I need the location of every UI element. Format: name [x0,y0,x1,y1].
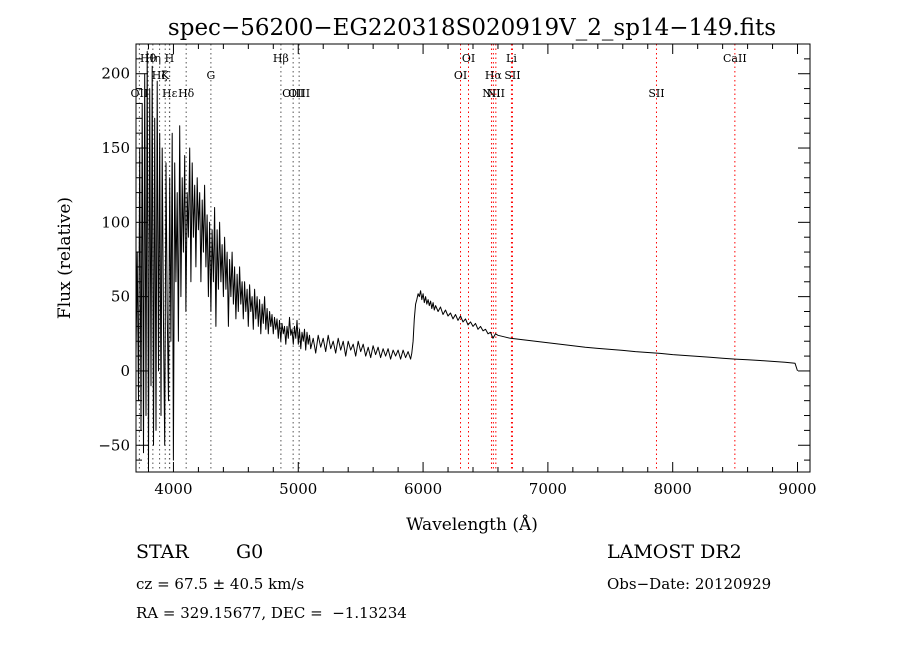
x-tick-label: 8000 [654,480,692,498]
marker-label: Hζ [152,69,168,82]
marker-label: G [206,69,215,82]
marker-label: H [165,52,175,65]
marker-label: NII [487,87,505,100]
marker-label: Hθ [140,52,157,65]
y-tick-label: 100 [101,213,130,231]
spectrum-line [136,50,798,468]
marker-label: OII [131,87,149,100]
marker-label: Li [506,52,517,65]
x-axis-label: Wavelength (Å) [406,514,538,535]
marker-label: Hα [485,69,503,82]
marker-label: OIII [288,87,310,100]
obs-date: Obs−Date: 20120929 [607,575,772,593]
x-tick-label: 9000 [778,480,816,498]
chart-title: spec−56200−EG220318S020919V_2_sp14−149.f… [168,15,776,41]
line-markers: OIIHθHηHζHεKHHδGHβOIIIOIIIOIOINIIHαNIILi… [131,44,747,472]
marker-label: CaII [723,52,747,65]
coordinates-info: RA = 329.15677, DEC = −1.13234 [136,604,407,622]
x-tick-label: 5000 [279,480,317,498]
marker-label: Hδ [178,87,195,100]
plot-area: 4000 5000 6000 7000 8000 9000 −50 0 50 100 150 200 [98,43,817,498]
marker-label: SII [504,69,520,82]
plot-frame [135,43,811,473]
marker-label: Hη [145,52,161,65]
marker-label: Hβ [273,52,289,65]
x-tick-label: 4000 [154,480,192,498]
survey-name: LAMOST DR2 [607,541,742,563]
y-tick-label: 150 [101,139,130,157]
x-tick-label: 7000 [529,480,567,498]
marker-label: OI [454,69,467,82]
marker-label: SII [648,87,664,100]
y-tick-label: −50 [98,436,130,454]
x-tick-label: 6000 [404,480,442,498]
y-axis-label: Flux (relative) [55,197,75,319]
marker-label: K [161,69,170,82]
y-tick-label: 0 [120,362,130,380]
marker-label: OI [462,52,475,65]
object-subclass: G0 [236,541,264,563]
redshift-info: cz = 67.5 ± 40.5 km/s [136,575,305,593]
y-tick-label: 200 [101,65,130,83]
object-class: STAR [136,541,189,563]
y-tick-label: 50 [111,288,130,306]
